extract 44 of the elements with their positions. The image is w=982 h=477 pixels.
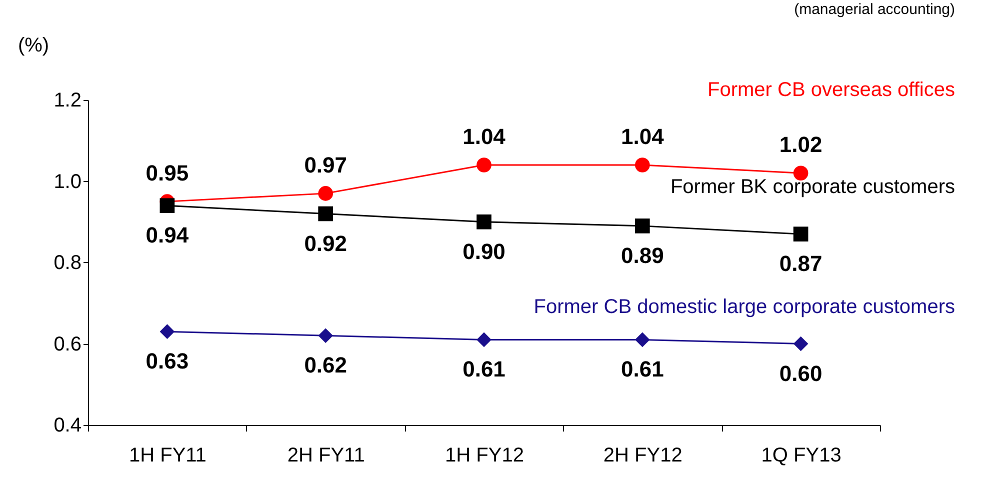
y-tick-label: 0.4	[54, 414, 82, 436]
data-label: 0.90	[462, 238, 506, 264]
y-tick-label: 1.2	[54, 90, 82, 112]
data-label: 1.04	[620, 124, 665, 149]
data-label: 1.02	[779, 132, 822, 158]
point	[793, 226, 808, 242]
data-label: 0.94	[146, 222, 190, 248]
x-tick-label: 2H FY12	[603, 444, 682, 466]
point	[160, 198, 175, 214]
series-label: Former CB domestic large corporate customers	[534, 296, 955, 318]
point	[793, 336, 808, 352]
data-label: 0.60	[779, 360, 822, 386]
y-tick-label: 1.0	[54, 170, 82, 193]
x-tick-label: 2H FY11	[287, 444, 365, 466]
data-label: 0.95	[146, 160, 189, 186]
x-tick-label: 1H FY12	[445, 444, 524, 466]
y-axis-title: (%)	[18, 34, 50, 56]
data-label: 1.04	[462, 124, 506, 149]
point	[476, 214, 492, 230]
x-tick-label: 1Q FY13	[761, 444, 842, 466]
point	[160, 324, 175, 339]
text: (managerial accounting)	[794, 1, 956, 18]
data-label: 0.87	[779, 251, 822, 276]
point	[634, 218, 650, 234]
point	[476, 332, 492, 348]
data-label: 0.97	[304, 152, 348, 178]
text: Former CB overseas offices	[708, 79, 955, 102]
point	[318, 186, 334, 201]
data-label: 0.63	[146, 348, 189, 374]
data-label: 0.89	[620, 242, 664, 268]
point	[634, 158, 650, 172]
data-label: 0.61	[620, 356, 664, 382]
x-tick-label: 1H FY11	[128, 444, 206, 466]
series-label: Former BK corporate customers	[670, 176, 955, 198]
data-label: 0.62	[304, 352, 348, 378]
point	[318, 328, 334, 344]
point	[634, 332, 650, 348]
data-label: 0.92	[304, 230, 348, 256]
data-label: 0.61	[462, 356, 506, 382]
point	[318, 206, 334, 222]
point	[793, 166, 808, 181]
point	[476, 158, 492, 172]
y-tick-label: 0.6	[54, 333, 82, 356]
y-tick-label: 0.8	[54, 252, 82, 274]
